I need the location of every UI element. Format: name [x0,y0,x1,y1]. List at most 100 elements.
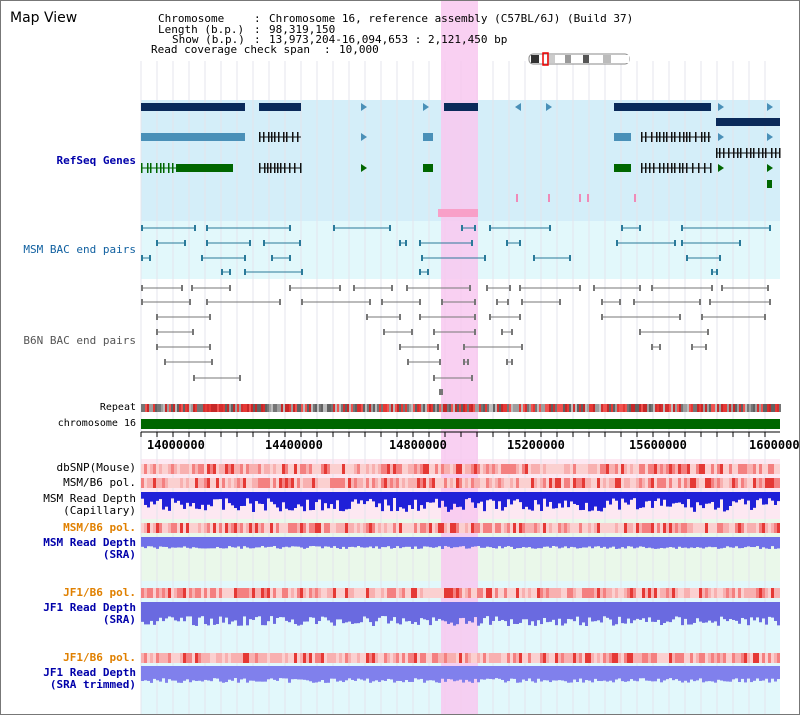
depth-bar [300,492,303,507]
polymorphism-cell [288,523,291,533]
track-label-msm-bac[interactable]: MSM BAC end pairs [23,243,136,256]
depth-bar [282,666,285,679]
depth-bar [228,602,231,625]
polymorphism-cell [744,464,747,474]
bac-pair-end [149,255,151,261]
depth-bar [522,666,525,680]
repeat-stripe [229,404,231,412]
track-label-b6n-bac[interactable]: B6N BAC end pairs [23,334,136,347]
repeat-stripe [587,404,589,412]
depth-bar [582,492,585,510]
depth-bar [324,537,327,547]
bac-pair-end [439,389,441,395]
depth-bar [189,602,192,617]
polymorphism-cell [327,653,330,663]
gene-exon [686,132,688,142]
depth-bar [204,602,207,625]
depth-bar [276,537,279,549]
bac-pair-end [579,285,581,291]
bac-pair-end [501,329,503,335]
polymorphism-cell [534,653,537,663]
polymorphism-cell [243,588,246,598]
polymorphism-cell [309,464,312,474]
polymorphism-cell [273,478,276,488]
polymorphism-cell [537,523,540,533]
track-label-jf1-b6-pol-2[interactable]: JF1/B6 pol. [63,651,136,664]
polymorphism-cell [681,588,684,598]
track-label-refseq[interactable]: RefSeq Genes [56,154,136,167]
depth-bar [639,492,642,508]
depth-bar [558,666,561,681]
track-label-msm-depth-cap-1[interactable]: MSM Read Depth [43,492,136,505]
depth-bar [201,537,204,549]
repeat-stripe [309,404,311,412]
polymorphism-cell [627,464,630,474]
repeat-stripe [631,404,633,412]
depth-bar [309,666,312,682]
track-label-jf1-b6-pol-1[interactable]: JF1/B6 pol. [63,586,136,599]
polymorphism-cell [261,588,264,598]
track-label-msm-depth-sra-1[interactable]: MSM Read Depth [43,536,136,549]
depth-bar [402,602,405,619]
polymorphism-cell [723,523,726,533]
track-label-jf1-depth-trim-1[interactable]: JF1 Read Depth [43,666,136,679]
track-label-dbsnp[interactable]: dbSNP(Mouse) [56,461,136,474]
depth-bar [165,492,168,507]
polymorphism-cell [258,588,261,598]
depth-bar [564,666,567,682]
polymorphism-cell [273,588,276,598]
bac-pair-end [419,269,421,275]
polymorphism-cell [570,588,573,598]
polymorphism-cell [276,523,279,533]
track-label-msm-b6-pol-2[interactable]: MSM/B6 pol. [63,521,136,534]
polymorphism-cell [465,523,468,533]
depth-bar [753,537,756,548]
polymorphism-cell [396,523,399,533]
bac-pair-end [193,375,195,381]
polymorphism-cell [765,478,768,488]
repeat-stripe [155,404,157,412]
depth-bar [621,666,624,682]
depth-bar [345,492,348,510]
gene-exon [645,132,647,142]
polymorphism-cell [645,653,648,663]
depth-bar [504,492,507,508]
depth-bar [435,492,438,499]
depth-bar [615,602,618,625]
depth-bar [468,666,471,682]
depth-bar [192,537,195,548]
depth-bar [330,666,333,679]
depth-bar [609,537,612,548]
track-label-jf1-depth-sra-1[interactable]: JF1 Read Depth [43,601,136,614]
polymorphism-cell [444,464,447,474]
polymorphism-cell [777,653,780,663]
depth-bar [324,492,327,504]
depth-bar [750,537,753,548]
polymorphism-cell [381,523,384,533]
polymorphism-cell [171,653,174,663]
polymorphism-cell [168,588,171,598]
polymorphism-cell [669,653,672,663]
depth-bar [381,602,384,617]
track-label-msm-b6-pol-1[interactable]: MSM/B6 pol. [63,476,136,489]
depth-bar [264,537,267,548]
depth-bar [312,602,315,618]
polymorphism-cell [357,653,360,663]
bac-pair-end [533,255,535,261]
polymorphism-cell [249,653,252,663]
depth-bar [429,666,432,681]
polymorphism-cell [672,464,675,474]
polymorphism-cell [474,588,477,598]
depth-bar [435,537,438,548]
depth-bar [315,537,318,547]
gene-exon [775,148,777,158]
depth-bar [450,537,453,549]
polymorphism-cell [624,653,627,663]
depth-bar [636,492,639,510]
depth-bar [744,537,747,548]
polymorphism-cell [462,523,465,533]
polymorphism-cell [666,523,669,533]
bac-pair-end [519,240,521,246]
polymorphism-cell [219,653,222,663]
